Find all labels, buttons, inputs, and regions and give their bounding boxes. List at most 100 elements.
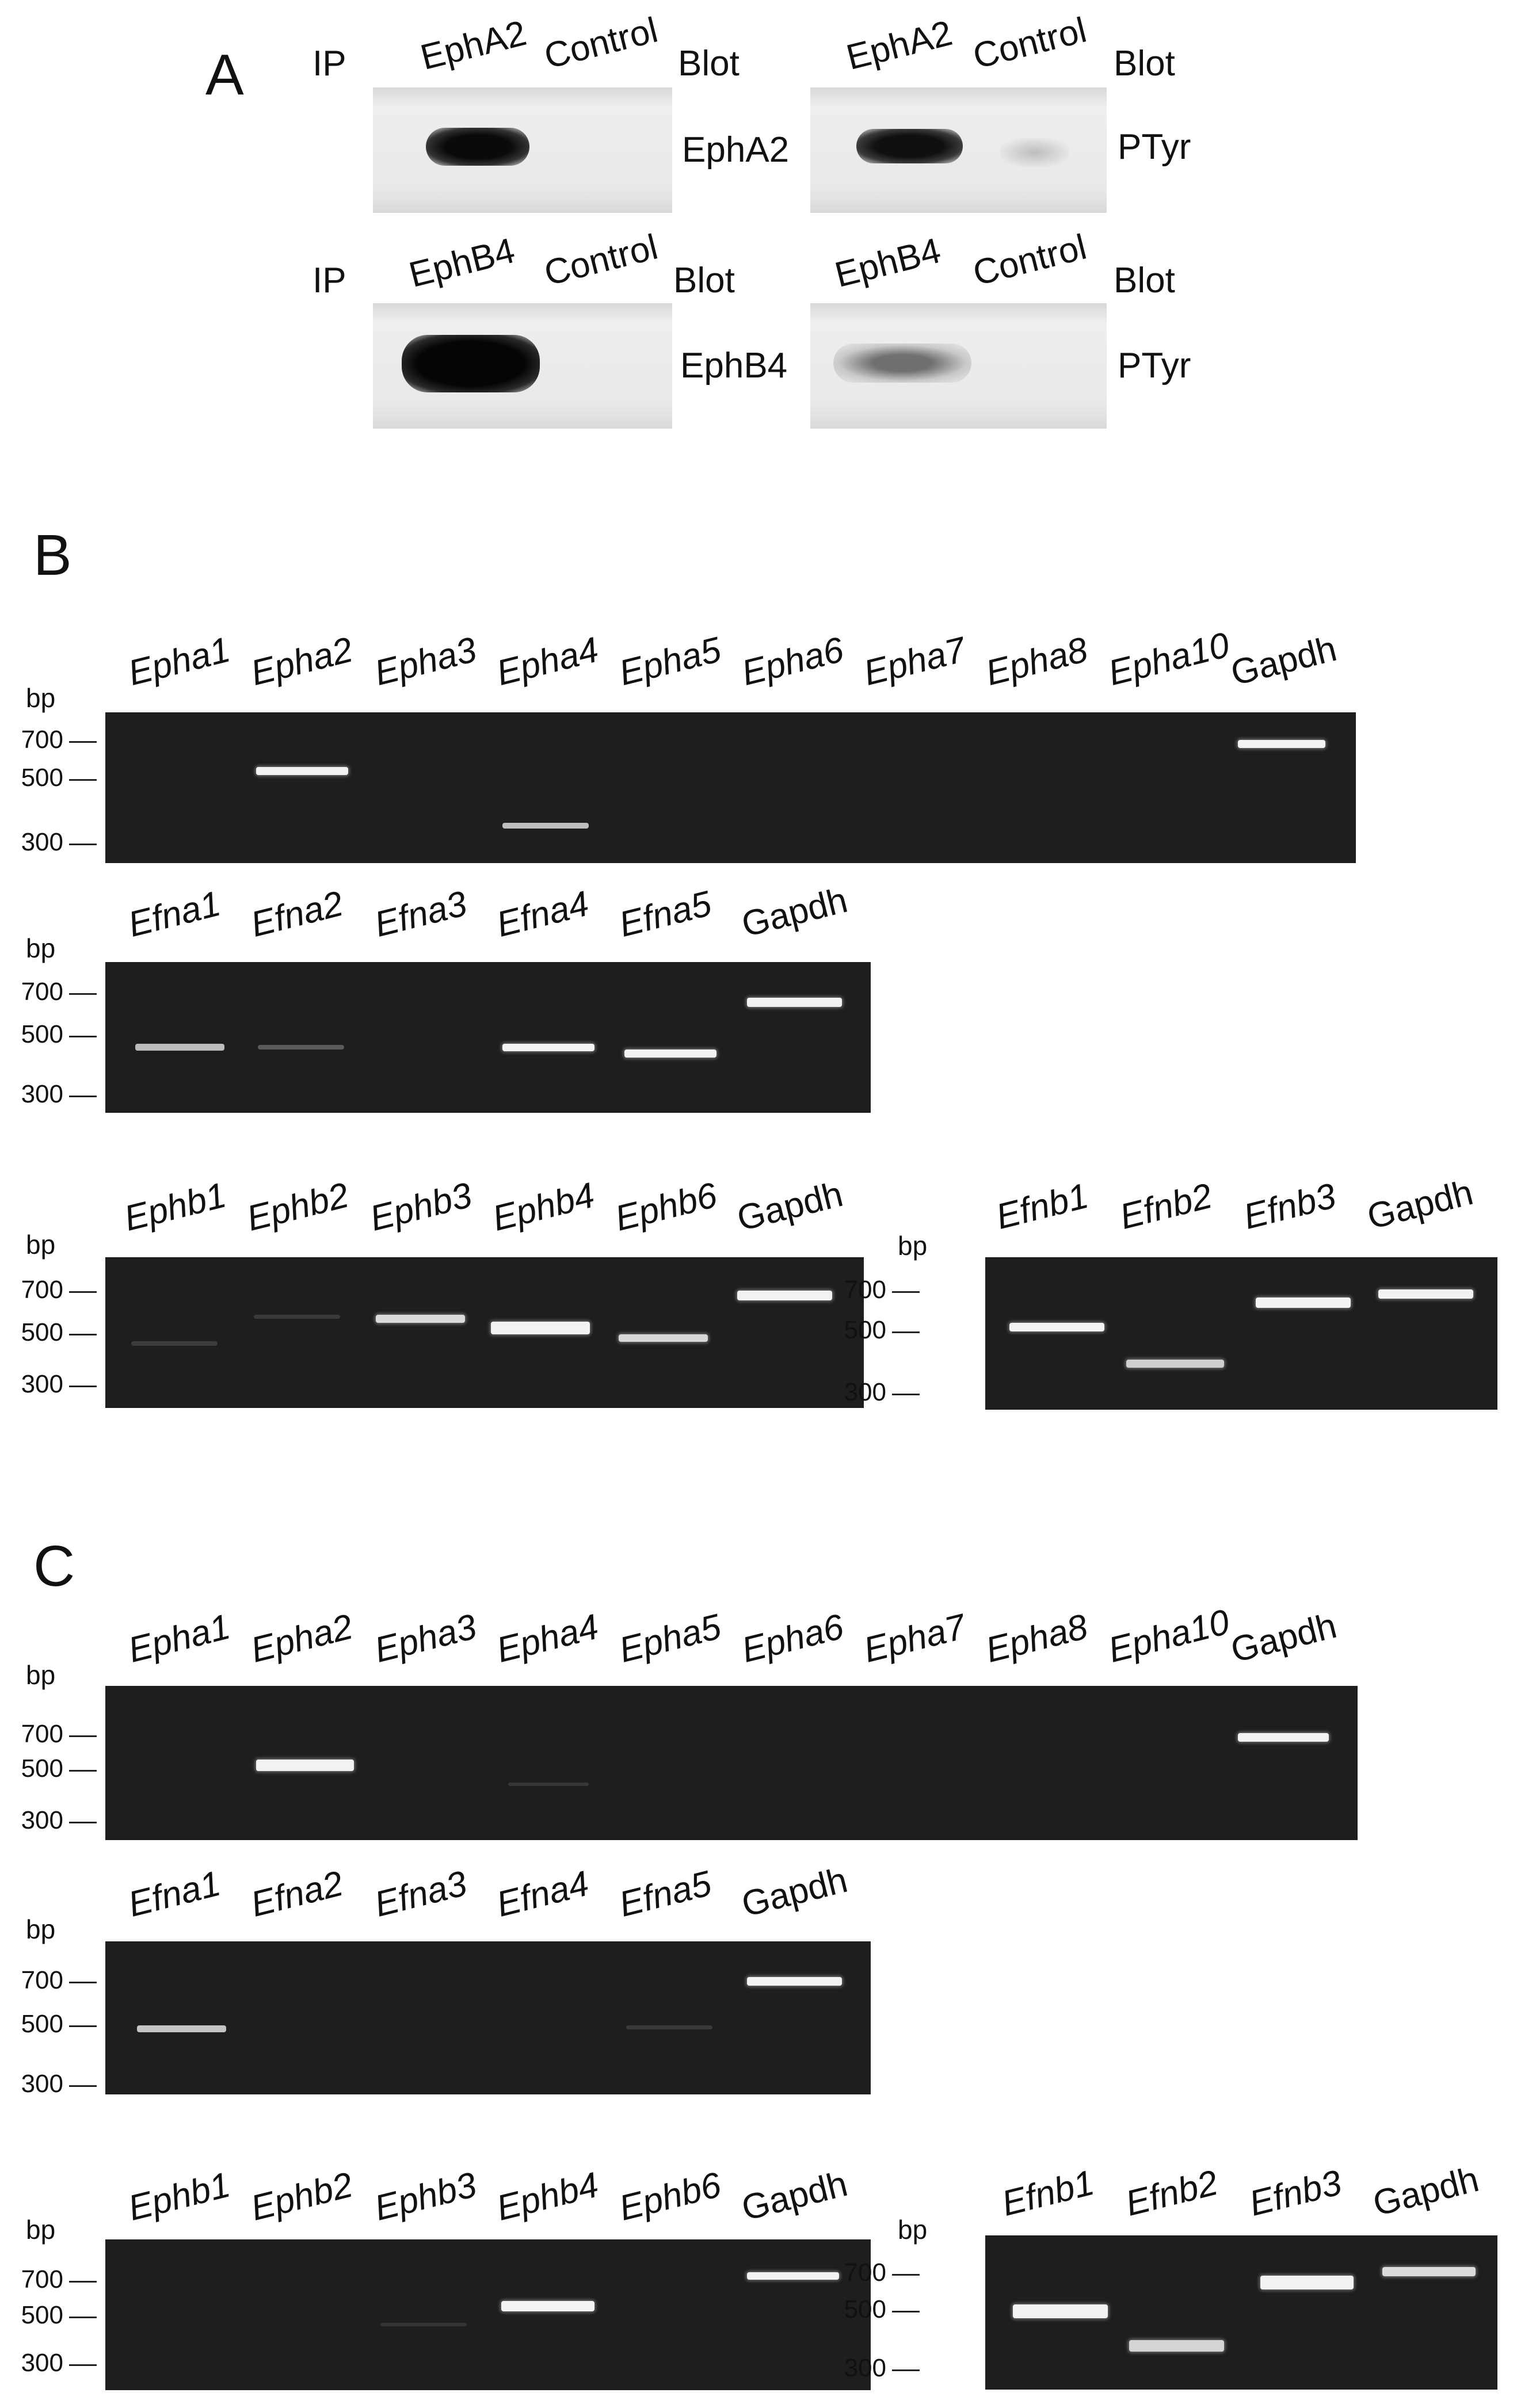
lane-label-c2-2: Efna3	[371, 1863, 471, 1925]
marker-500-c4: 500	[844, 2295, 886, 2323]
marker-700-b2: 700	[21, 978, 63, 1006]
band-c-epha4	[508, 1783, 589, 1786]
lane-label-b1-9: Gapdh	[1227, 628, 1341, 693]
blot-band-ptyr-epha2	[856, 129, 963, 163]
marker-500-b2: 500	[21, 1020, 63, 1048]
marker-500-b4: 500	[844, 1316, 886, 1344]
lane-label-b3-0: Ephb1	[120, 1175, 230, 1239]
lane-label-c2-1: Efna2	[247, 1863, 347, 1925]
band-efnb3	[1256, 1298, 1351, 1308]
marker-300-b1: 300	[21, 828, 63, 856]
blot-label-row1-left: Blot	[678, 44, 740, 83]
lane-label-b1-1: Epha2	[247, 629, 357, 693]
lane-label-c1-9: Gapdh	[1227, 1605, 1341, 1670]
lane-label-c1-7: Epha8	[982, 1606, 1092, 1670]
marker-tick	[69, 1036, 97, 1037]
ip-target-ephb4-right: EphB4	[831, 230, 945, 295]
lane-label-b1-3: Epha4	[493, 629, 603, 693]
gel-c-efnb	[985, 2235, 1497, 2390]
lane-label-c2-4: Efna5	[615, 1863, 715, 1925]
lane-label-b1-2: Epha3	[371, 629, 481, 693]
lane-label-b2-0: Efna1	[124, 883, 224, 945]
lane-label-b1-5: Epha6	[738, 629, 848, 693]
lane-label-c1-8: Epha10	[1104, 1602, 1234, 1670]
marker-tick	[69, 1334, 97, 1335]
lane-label-b3-5: Gapdh	[733, 1174, 847, 1239]
band-ephb2	[254, 1315, 340, 1319]
marker-700-b3: 700	[21, 1276, 63, 1304]
ip-target-epha2-right: EphA2	[843, 13, 956, 78]
blot-name-ephb4: EphB4	[680, 346, 788, 386]
band-ephb4	[491, 1322, 590, 1334]
marker-tick	[69, 844, 97, 845]
bp-label-b1: bp	[26, 683, 56, 713]
lane-label-b3-1: Ephb2	[243, 1175, 353, 1239]
lane-label-b1-4: Epha5	[615, 629, 725, 693]
bp-label-c2: bp	[26, 1914, 56, 1944]
lane-label-b1-6: Epha7	[860, 629, 970, 693]
band-gapdh-b4	[1378, 1289, 1473, 1299]
lane-label-b2-2: Efna3	[371, 883, 471, 945]
lane-label-b4-1: Efnb2	[1116, 1176, 1216, 1237]
lane-label-c3-0: Ephb1	[124, 2165, 234, 2228]
western-blot-ptyr-row1	[810, 87, 1107, 213]
control-label-row2-right: Control	[969, 227, 1091, 293]
marker-500-c3: 500	[21, 2301, 63, 2329]
lane-label-b3-3: Ephb4	[489, 1175, 599, 1239]
band-epha4	[502, 823, 589, 829]
marker-500-b1: 500	[21, 764, 63, 792]
band-gapdh-b3	[737, 1291, 832, 1300]
marker-tick	[892, 2311, 920, 2312]
marker-700-c4: 700	[844, 2258, 886, 2287]
blot-name-epha2: EphA2	[682, 130, 790, 170]
lane-label-c1-2: Epha3	[371, 1606, 481, 1670]
bp-label-b2: bp	[26, 933, 56, 963]
marker-300-b2: 300	[21, 1080, 63, 1108]
western-blot-ptyr-row2	[810, 303, 1107, 429]
lane-label-b2-5: Gapdh	[738, 880, 852, 945]
marker-tick	[892, 1291, 920, 1293]
marker-tick	[69, 779, 97, 781]
marker-700-b4: 700	[844, 1276, 886, 1304]
band-efnb1	[1009, 1323, 1104, 1331]
marker-300-c4: 300	[844, 2354, 886, 2382]
marker-tick	[69, 1291, 97, 1293]
bp-label-b3: bp	[26, 1230, 56, 1260]
lane-label-c2-3: Efna4	[493, 1863, 593, 1925]
ip-label-row1: IP	[312, 44, 346, 83]
marker-tick	[69, 2085, 97, 2087]
band-c-ephb4	[501, 2301, 594, 2311]
band-epha2	[256, 767, 348, 775]
control-label-row1-right: Control	[969, 10, 1091, 77]
lane-label-c1-1: Epha2	[247, 1606, 357, 1670]
lane-label-c2-0: Efna1	[124, 1863, 224, 1925]
band-c-efnb2	[1129, 2340, 1224, 2352]
control-label-row2-left: Control	[540, 227, 662, 293]
band-efna2	[258, 1045, 344, 1050]
lane-label-c2-5: Gapdh	[738, 1860, 852, 1925]
band-gapdh-c4	[1382, 2267, 1476, 2276]
gel-b-efna	[105, 962, 871, 1113]
lane-label-b4-3: Gapdh	[1363, 1172, 1477, 1237]
marker-500-c1: 500	[21, 1754, 63, 1783]
lane-label-b4-2: Efnb3	[1240, 1176, 1340, 1237]
marker-tick	[69, 1982, 97, 1983]
marker-700-c1: 700	[21, 1720, 63, 1748]
band-efna5	[624, 1050, 716, 1058]
marker-tick	[892, 1394, 920, 1395]
lane-label-c1-5: Epha6	[738, 1606, 848, 1670]
panel-b-letter: B	[33, 523, 72, 587]
band-ephb1	[131, 1341, 218, 1346]
lane-label-c3-4: Ephb6	[615, 2165, 725, 2228]
control-label-row1-left: Control	[540, 10, 662, 77]
lane-label-b3-2: Ephb3	[366, 1175, 476, 1239]
lane-label-b4-0: Efnb1	[992, 1176, 1092, 1237]
bp-label-b4: bp	[898, 1231, 928, 1261]
lane-label-c1-0: Epha1	[124, 1606, 234, 1670]
ip-target-epha2: EphA2	[417, 13, 531, 78]
marker-300-c3: 300	[21, 2349, 63, 2377]
lane-label-c3-2: Ephb3	[371, 2165, 481, 2228]
marker-700-c3: 700	[21, 2265, 63, 2293]
lane-label-c4-0: Efnb1	[998, 2162, 1098, 2224]
marker-300-b3: 300	[21, 1370, 63, 1398]
